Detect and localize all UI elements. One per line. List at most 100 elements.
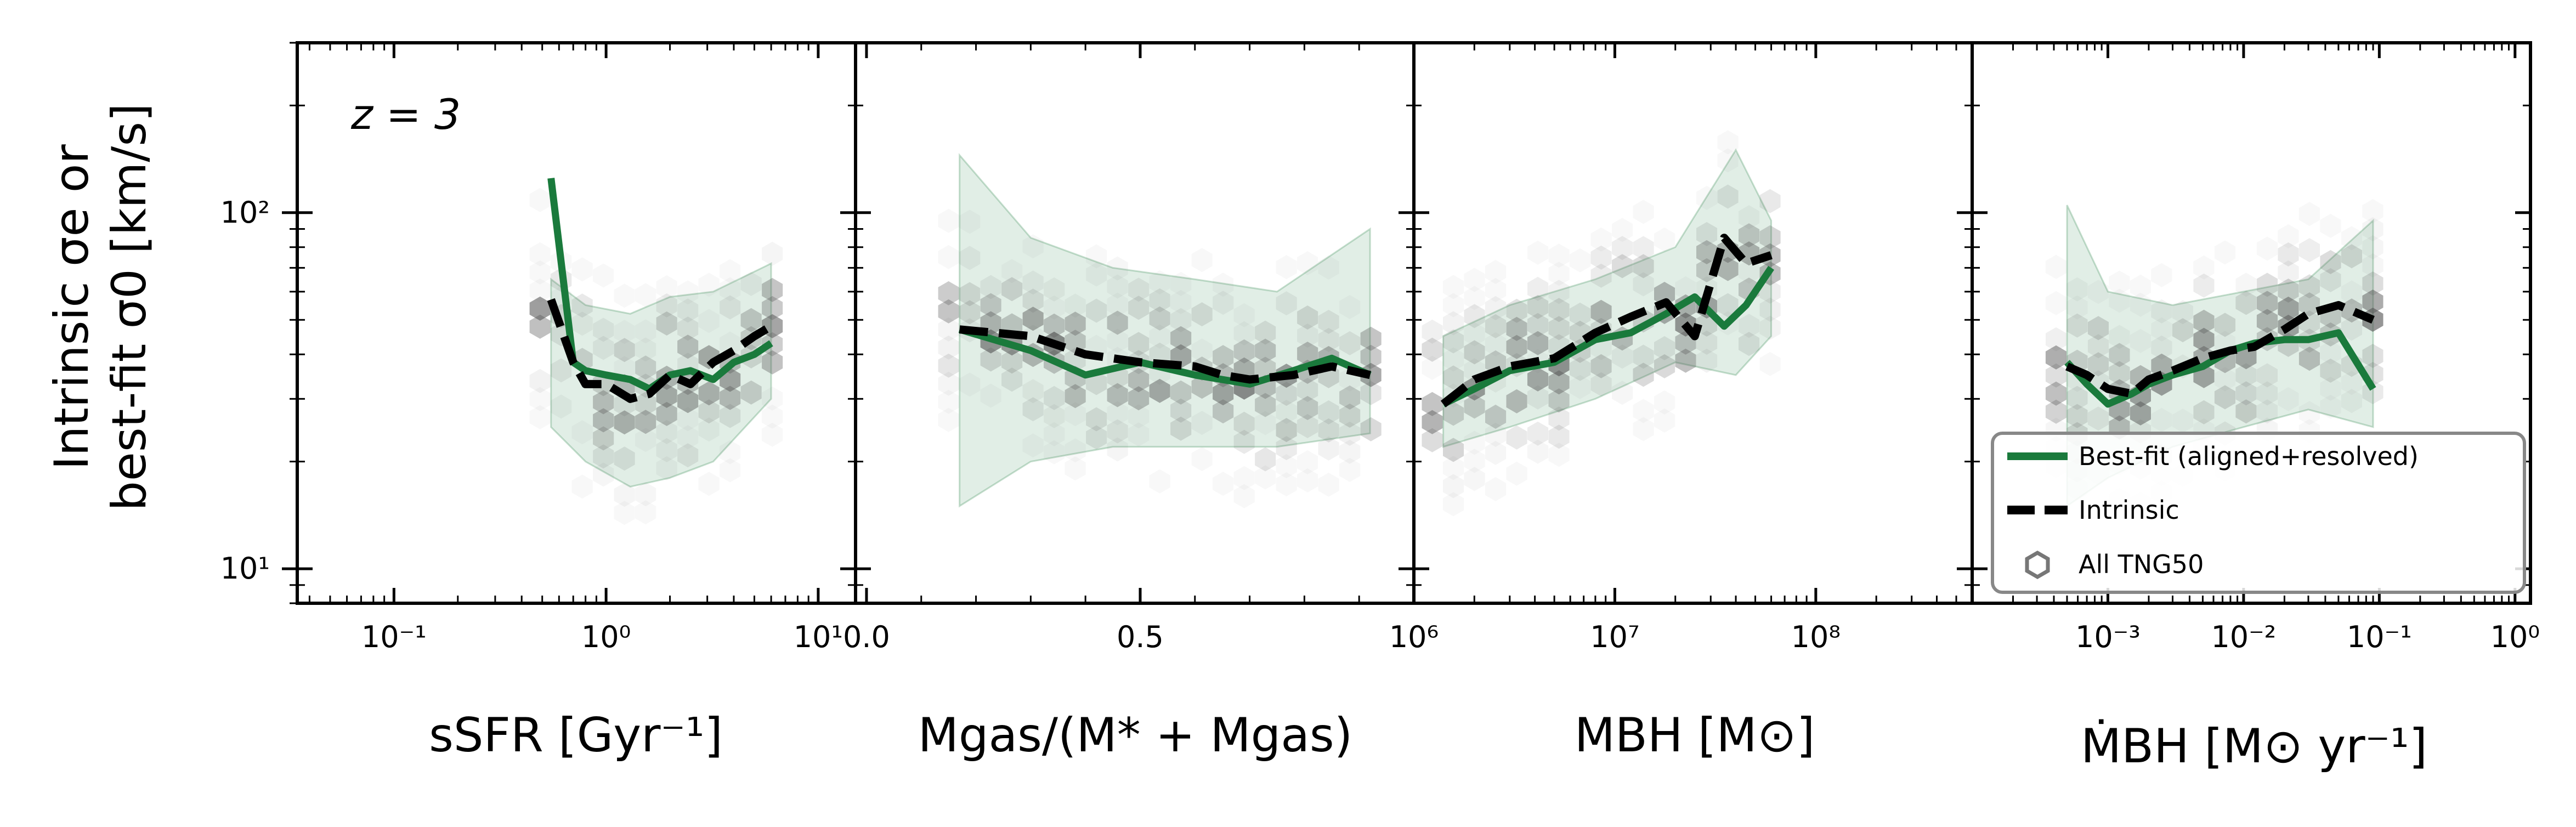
hexbin-cell (635, 319, 656, 344)
legend-intrinsic-label: Intrinsic (2079, 495, 2179, 525)
hexbin-cell (1548, 388, 1570, 413)
hexbin-cell (740, 308, 762, 332)
hexbin-cell (698, 399, 720, 424)
hexbin-cell (656, 438, 677, 462)
hexbin-cell (1107, 401, 1128, 426)
hexbin-cell (635, 392, 656, 416)
hexbin-cell (1590, 227, 1612, 252)
hexbin-cell (2278, 296, 2299, 321)
hexbin-cell (2235, 381, 2257, 406)
hexbin-cell (1297, 251, 1318, 275)
hexbin-cell (571, 257, 593, 282)
hexbin-cell (2193, 327, 2215, 352)
hexbin-cell (2362, 253, 2383, 277)
hexbin-cell (2109, 325, 2130, 349)
hexbin-cell (980, 275, 1001, 299)
hexbin-cell (1485, 332, 1507, 356)
hexbin-cell (1570, 375, 1591, 399)
hexbin-cell (593, 462, 614, 487)
x-label-bh-mass: MBH [M⊙] (1575, 708, 1815, 763)
hexbin-cell (1065, 384, 1086, 409)
hexbin-cell (2151, 407, 2172, 432)
hexbin-cell (1612, 381, 1633, 405)
hexbin-cell (1527, 421, 1549, 446)
hexbin-cell (1276, 472, 1297, 497)
hexbin-cell (2235, 399, 2257, 424)
hexbin-cell (1255, 411, 1276, 435)
hexbin-cell (1001, 259, 1023, 284)
hexbin-cell (1633, 344, 1654, 369)
hexbin-cell (1339, 457, 1361, 482)
hexbin-cell (1485, 440, 1507, 465)
hexbin-cell (1675, 276, 1696, 301)
hexbin-cell (1590, 372, 1612, 396)
hexbin-cell (2193, 309, 2215, 334)
hexbin-cell (1633, 399, 1654, 423)
hexbin-cell (1318, 309, 1339, 334)
hexbin-cell (1443, 438, 1464, 462)
hexbin-cell (1633, 254, 1654, 279)
hexbin-cell (529, 296, 551, 321)
hexbin-cell (1612, 218, 1633, 242)
hexbin-cell (529, 242, 551, 267)
hexbin-cell (1485, 404, 1507, 429)
hexbin-cell (1044, 422, 1065, 446)
hexbin-cell (1086, 425, 1107, 450)
hexbin-cell (677, 280, 699, 305)
x-tick-label: 10⁻¹ (2347, 620, 2412, 654)
hexbin-cell (1739, 314, 1760, 338)
hexbin-cell (1759, 297, 1781, 322)
hexbin-cell (1590, 299, 1612, 324)
hexbin-cell (1527, 240, 1549, 265)
hexbin-cell (1485, 277, 1507, 302)
hexbin-cell (1318, 327, 1339, 352)
hexbin-cell (677, 316, 699, 341)
hexbin-cell (2214, 367, 2235, 392)
hexbin-cell (1485, 259, 1507, 284)
hexbin-cell (1044, 404, 1065, 428)
hexbin-cell (1128, 422, 1150, 447)
hexbin-cell (1086, 262, 1107, 287)
hexbin-cell (1570, 356, 1591, 381)
hexbin-cell (1213, 291, 1234, 315)
hexbin-cell (2172, 300, 2193, 325)
hexbin-cell (1548, 262, 1570, 286)
hexbin-cell (1022, 270, 1044, 295)
hexbin-cell (1654, 390, 1675, 415)
hexbin-cell (938, 353, 959, 378)
hexbin-cell (2320, 213, 2341, 238)
hexbin-cell (2214, 385, 2235, 410)
hexbin-cell (635, 500, 656, 525)
axis-ticks: 10⁻¹ 10⁰ 10¹ 10¹ 10² 0.0 0.5 10⁶ 10⁷ 10⁸ 10⁻³ 10⁻² 1… (220, 42, 2540, 654)
hexbin-cell (2320, 250, 2341, 274)
hexbin-cell (1255, 465, 1276, 490)
hexbin-cell (1739, 332, 1760, 356)
hexbin-cell (1548, 406, 1570, 431)
hexbin-cell (1001, 349, 1023, 374)
hexbin-cell (1170, 416, 1192, 441)
hexbin-cell (2130, 274, 2151, 299)
hexbin-cell (1213, 273, 1234, 297)
hexbin-cell (1297, 396, 1318, 420)
hexbin-cell (1527, 294, 1549, 319)
hexbin-cell (1233, 466, 1255, 490)
hexbin-cell (1191, 447, 1213, 472)
hexbin-cell (2087, 352, 2109, 377)
hexbin-cell (938, 371, 959, 396)
hexbin-cell (1739, 205, 1760, 230)
hexbin-cell (571, 474, 593, 499)
hexbin-cell (656, 275, 677, 299)
hexbin-cell (740, 271, 762, 296)
hexbin-cell (1233, 411, 1255, 436)
hexbin-cell (593, 426, 614, 451)
hexbin-cell (1590, 245, 1612, 270)
hexbin-cell (656, 456, 677, 480)
hexbin-cell (656, 420, 677, 444)
hexbin-cell (2278, 224, 2299, 248)
hexbin-cell (1485, 350, 1507, 375)
hexbin-cell (1170, 380, 1192, 405)
x-tick-label: 10⁷ (1590, 620, 1639, 654)
hexbin-cell (529, 278, 551, 303)
hexbin-cell (1233, 303, 1255, 327)
